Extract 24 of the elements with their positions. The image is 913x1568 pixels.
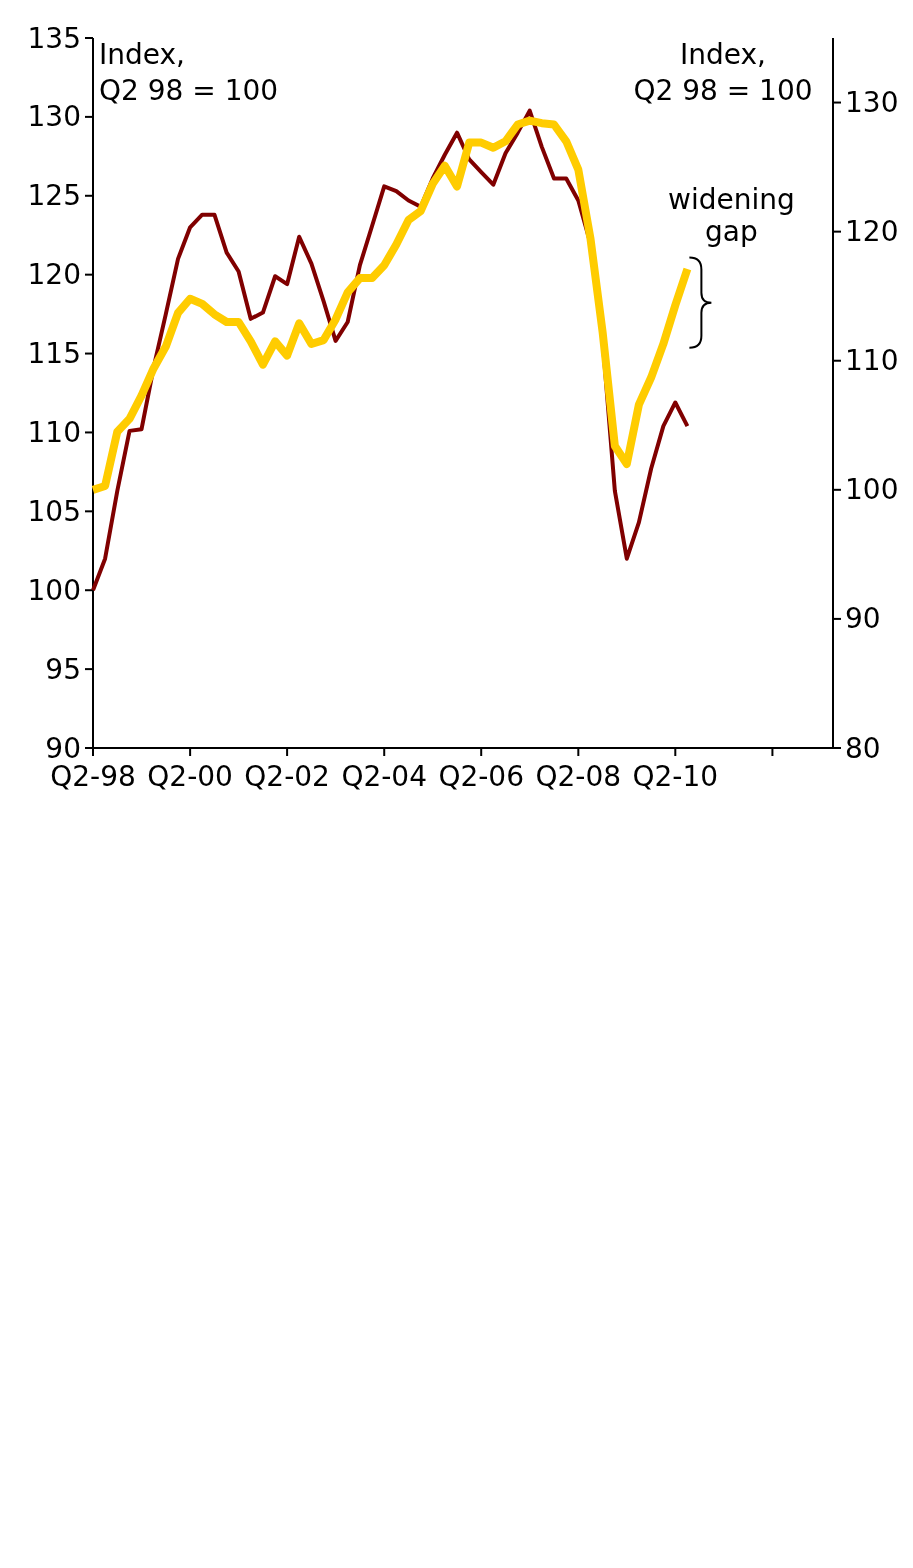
y2-tick-label: 100 — [845, 473, 899, 507]
x-tick-label: Q2-02 — [244, 760, 330, 793]
y-tick-label: 105 — [27, 494, 81, 528]
y2-axis-title: Index, Q2 98 = 100 — [633, 38, 813, 107]
y-tick-label: 135 — [27, 21, 81, 55]
annotation: widening gap — [668, 183, 795, 249]
x-tick-label: Q2-06 — [438, 760, 524, 793]
y-tick-label: 125 — [27, 179, 81, 213]
y-tick-label: 95 — [45, 652, 81, 686]
y-axis-title: Index, Q2 98 = 100 — [99, 38, 279, 107]
x-tick-label: Q2-00 — [147, 760, 233, 793]
x-tick-label: Q2-08 — [535, 760, 622, 793]
y-tick-label: 130 — [27, 100, 81, 134]
x-tick-label: Q2-04 — [341, 760, 428, 793]
x-tick-label: Q2-10 — [632, 760, 719, 793]
y2-tick-label: 130 — [845, 86, 899, 120]
y-tick-label: 115 — [27, 337, 81, 371]
y2-tick-label: 110 — [845, 344, 899, 378]
y-tick-label: 100 — [27, 573, 81, 607]
y-tick-label: 120 — [27, 258, 81, 292]
y2-tick-label: 90 — [845, 602, 881, 636]
y2-tick-label: 120 — [845, 215, 899, 249]
y2-tick-label: 80 — [845, 731, 881, 765]
y-tick-label: 110 — [27, 415, 81, 449]
